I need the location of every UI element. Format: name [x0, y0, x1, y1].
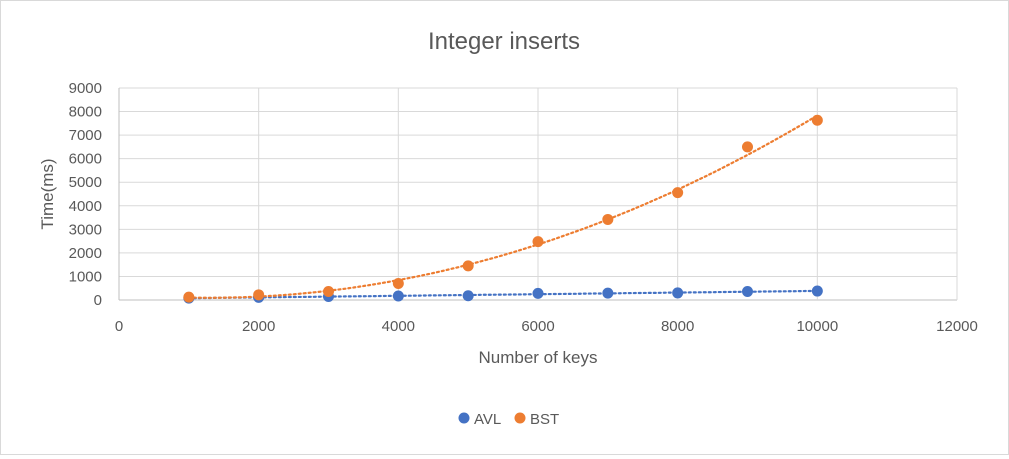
point-bst — [462, 260, 474, 272]
point-avl — [462, 290, 474, 302]
y-tick-label: 4000 — [69, 198, 102, 215]
point-bst — [392, 278, 404, 290]
point-bst — [602, 213, 614, 225]
y-tick-label: 1000 — [69, 268, 102, 285]
legend-label-bst: BST — [530, 411, 559, 428]
y-tick-label: 6000 — [69, 151, 102, 168]
point-bst — [532, 236, 544, 248]
legend: AVL BST — [458, 411, 559, 428]
legend-marker-bst — [514, 412, 526, 424]
point-bst — [183, 291, 195, 303]
y-axis-ticks: 0 1000 2000 3000 4000 5000 6000 7000 8000 9000 — [69, 80, 102, 309]
legend-label-avl: AVL — [474, 411, 501, 428]
data-points — [183, 114, 823, 304]
y-tick-label: 5000 — [69, 174, 102, 191]
x-tick-label: 6000 — [521, 318, 554, 335]
point-avl — [602, 287, 614, 299]
point-bst — [672, 187, 684, 199]
point-avl — [811, 285, 823, 297]
x-tick-label: 2000 — [242, 318, 275, 335]
point-avl — [392, 290, 404, 302]
x-axis-label: Number of keys — [478, 348, 597, 367]
x-tick-label: 4000 — [382, 318, 415, 335]
y-tick-label: 3000 — [69, 221, 102, 238]
x-tick-label: 12000 — [936, 318, 978, 335]
trendline-bst — [187, 114, 819, 299]
point-avl — [532, 287, 544, 299]
legend-marker-avl — [458, 412, 470, 424]
point-bst — [323, 286, 334, 298]
y-tick-label: 8000 — [69, 104, 102, 121]
point-bst — [742, 141, 753, 153]
y-tick-label: 2000 — [69, 245, 102, 262]
x-tick-label: 0 — [115, 318, 123, 335]
x-tick-label: 10000 — [796, 318, 838, 335]
point-bst — [253, 289, 265, 301]
point-avl — [672, 287, 684, 299]
y-tick-label: 0 — [94, 292, 102, 309]
trendlines — [187, 114, 819, 300]
y-tick-label: 7000 — [69, 127, 102, 144]
y-tick-label: 9000 — [69, 80, 102, 97]
point-avl — [742, 286, 753, 298]
y-axis-label: Time(ms) — [38, 158, 57, 229]
gridlines — [118, 87, 958, 301]
x-axis-ticks: 0 2000 4000 6000 8000 10000 12000 — [115, 318, 978, 335]
trendline-avl — [187, 289, 819, 300]
chart-title: Integer inserts — [428, 28, 580, 55]
x-tick-label: 8000 — [661, 318, 694, 335]
point-bst — [811, 114, 823, 126]
